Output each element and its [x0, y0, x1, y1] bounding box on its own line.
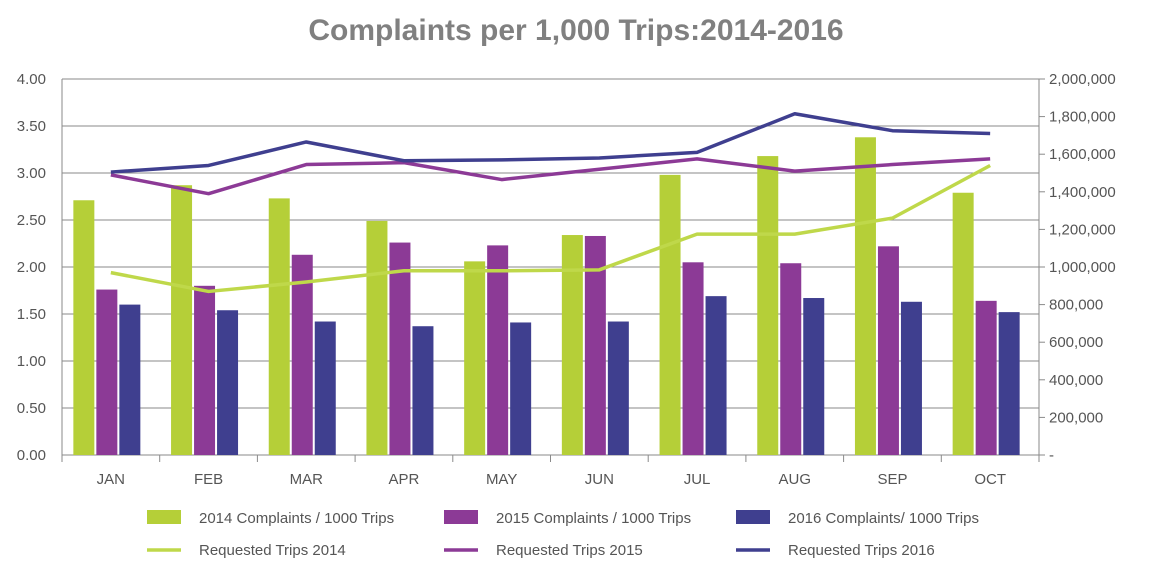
y-right-tick-label: 1,400,000: [1049, 184, 1116, 201]
y-left-tick-label: 1.00: [17, 353, 46, 370]
bar: [682, 262, 704, 455]
y-left-tick-label: 3.50: [17, 118, 46, 135]
bar: [998, 312, 1020, 455]
bar: [854, 137, 876, 455]
legend-swatch: [147, 510, 181, 524]
bar: [900, 301, 922, 455]
bar: [464, 261, 486, 455]
bar: [119, 304, 141, 455]
y-left-tick-label: 2.50: [17, 212, 46, 229]
x-tick-label: FEB: [194, 471, 223, 488]
y-left-tick-label: 2.00: [17, 259, 46, 276]
bar: [268, 198, 290, 455]
legend-label: 2015 Complaints / 1000 Trips: [496, 510, 691, 527]
bar: [291, 254, 313, 455]
y-right-tick-label: 1,200,000: [1049, 221, 1116, 238]
y-right-tick-label: 400,000: [1049, 372, 1103, 389]
bar: [73, 200, 95, 455]
y-right-tick-label: 600,000: [1049, 334, 1103, 351]
y-right-tick-label: 800,000: [1049, 297, 1103, 314]
bar: [975, 300, 997, 455]
bar: [487, 245, 509, 455]
y-right-tick-label: 1,800,000: [1049, 109, 1116, 126]
bar: [171, 185, 193, 455]
bar: [366, 220, 388, 455]
y-right-tick-label: -: [1049, 447, 1054, 464]
x-tick-label: APR: [389, 471, 420, 488]
bar: [510, 322, 532, 455]
bar: [607, 321, 629, 455]
legend-label: 2014 Complaints / 1000 Trips: [199, 510, 394, 527]
bar: [217, 310, 239, 455]
bar: [952, 192, 974, 456]
legend-label: Requested Trips 2015: [496, 542, 643, 559]
bar: [780, 263, 802, 455]
bar: [877, 246, 899, 455]
bar: [194, 285, 216, 455]
bar: [584, 235, 606, 455]
series-line: [110, 157, 991, 196]
legend-label: Requested Trips 2016: [788, 542, 935, 559]
y-left-tick-label: 1.50: [17, 306, 46, 323]
bar: [757, 156, 779, 455]
y-left-tick-label: 0.00: [17, 447, 46, 464]
x-tick-label: OCT: [974, 471, 1006, 488]
x-tick-label: JUL: [684, 471, 711, 488]
series-line: [110, 163, 991, 294]
bar: [659, 174, 681, 455]
bar: [96, 289, 118, 455]
y-left-tick-label: 4.00: [17, 71, 46, 88]
bar: [705, 296, 727, 455]
x-tick-label: AUG: [778, 471, 811, 488]
x-tick-label: MAR: [290, 471, 324, 488]
bar: [314, 321, 336, 455]
chart-title: Complaints per 1,000 Trips:2014-2016: [308, 14, 844, 47]
legend-swatch: [736, 510, 770, 524]
y-left-tick-label: 0.50: [17, 400, 46, 417]
legend-label: Requested Trips 2014: [199, 542, 346, 559]
y-right-tick-label: 2,000,000: [1049, 71, 1116, 88]
x-tick-label: MAY: [486, 471, 517, 488]
y-right-tick-label: 200,000: [1049, 409, 1103, 426]
bar: [803, 298, 825, 455]
bar: [389, 242, 411, 455]
legend-label: 2016 Complaints/ 1000 Trips: [788, 510, 979, 527]
x-tick-label: SEP: [877, 471, 907, 488]
x-tick-label: JAN: [97, 471, 125, 488]
bar: [561, 235, 583, 455]
y-right-tick-label: 1,600,000: [1049, 146, 1116, 163]
legend-swatch: [444, 510, 478, 524]
series-line: [110, 112, 991, 174]
bar: [412, 326, 434, 455]
y-right-tick-label: 1,000,000: [1049, 259, 1116, 276]
x-tick-label: JUN: [585, 471, 614, 488]
y-left-tick-label: 3.00: [17, 165, 46, 182]
